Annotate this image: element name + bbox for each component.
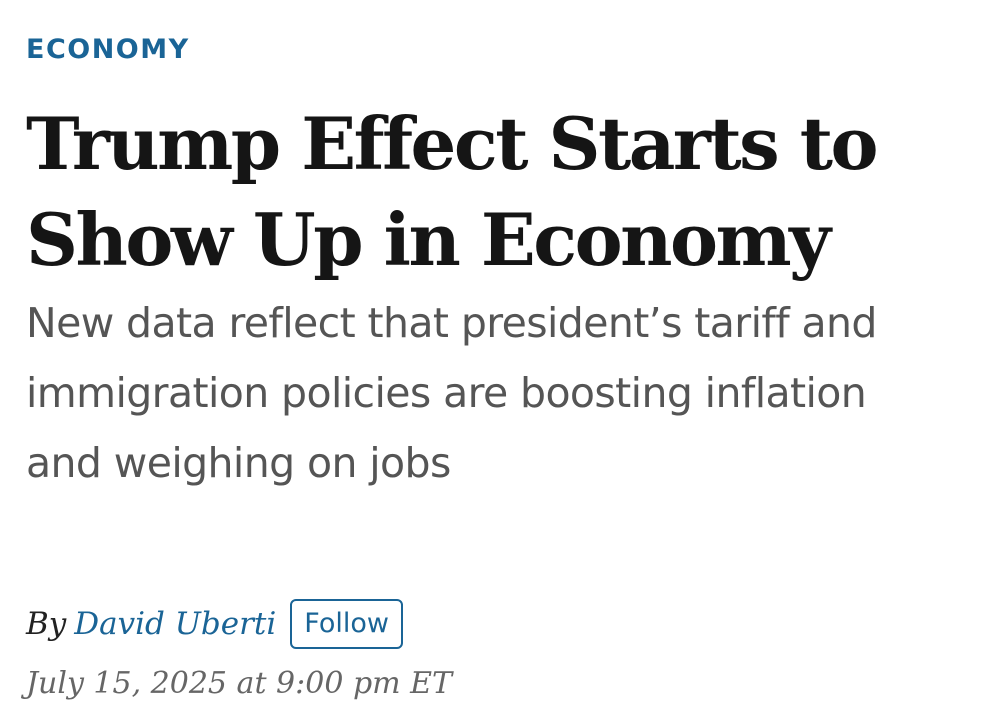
dek-line: immigration policies are boosting inflat… — [26, 369, 867, 417]
follow-button[interactable]: Follow — [290, 599, 403, 649]
headline-line: Trump Effect Starts to — [26, 101, 879, 186]
article-header: ECONOMY Trump Effect Starts to Show Up i… — [26, 30, 976, 498]
author-link[interactable]: David Uberti — [74, 606, 277, 642]
dek: New data reflect that president’s tariff… — [26, 288, 976, 498]
headline: Trump Effect Starts to Show Up in Econom… — [26, 96, 976, 288]
byline-prefix: By — [26, 606, 67, 642]
byline: By David Uberti Follow — [26, 598, 403, 650]
publish-timestamp: July 15, 2025 at 9:00 pm ET — [26, 666, 453, 701]
section-label[interactable]: ECONOMY — [26, 34, 190, 65]
dek-line: and weighing on jobs — [26, 439, 451, 487]
headline-line: Show Up in Economy — [26, 197, 831, 282]
dek-line: New data reflect that president’s tariff… — [26, 299, 877, 347]
